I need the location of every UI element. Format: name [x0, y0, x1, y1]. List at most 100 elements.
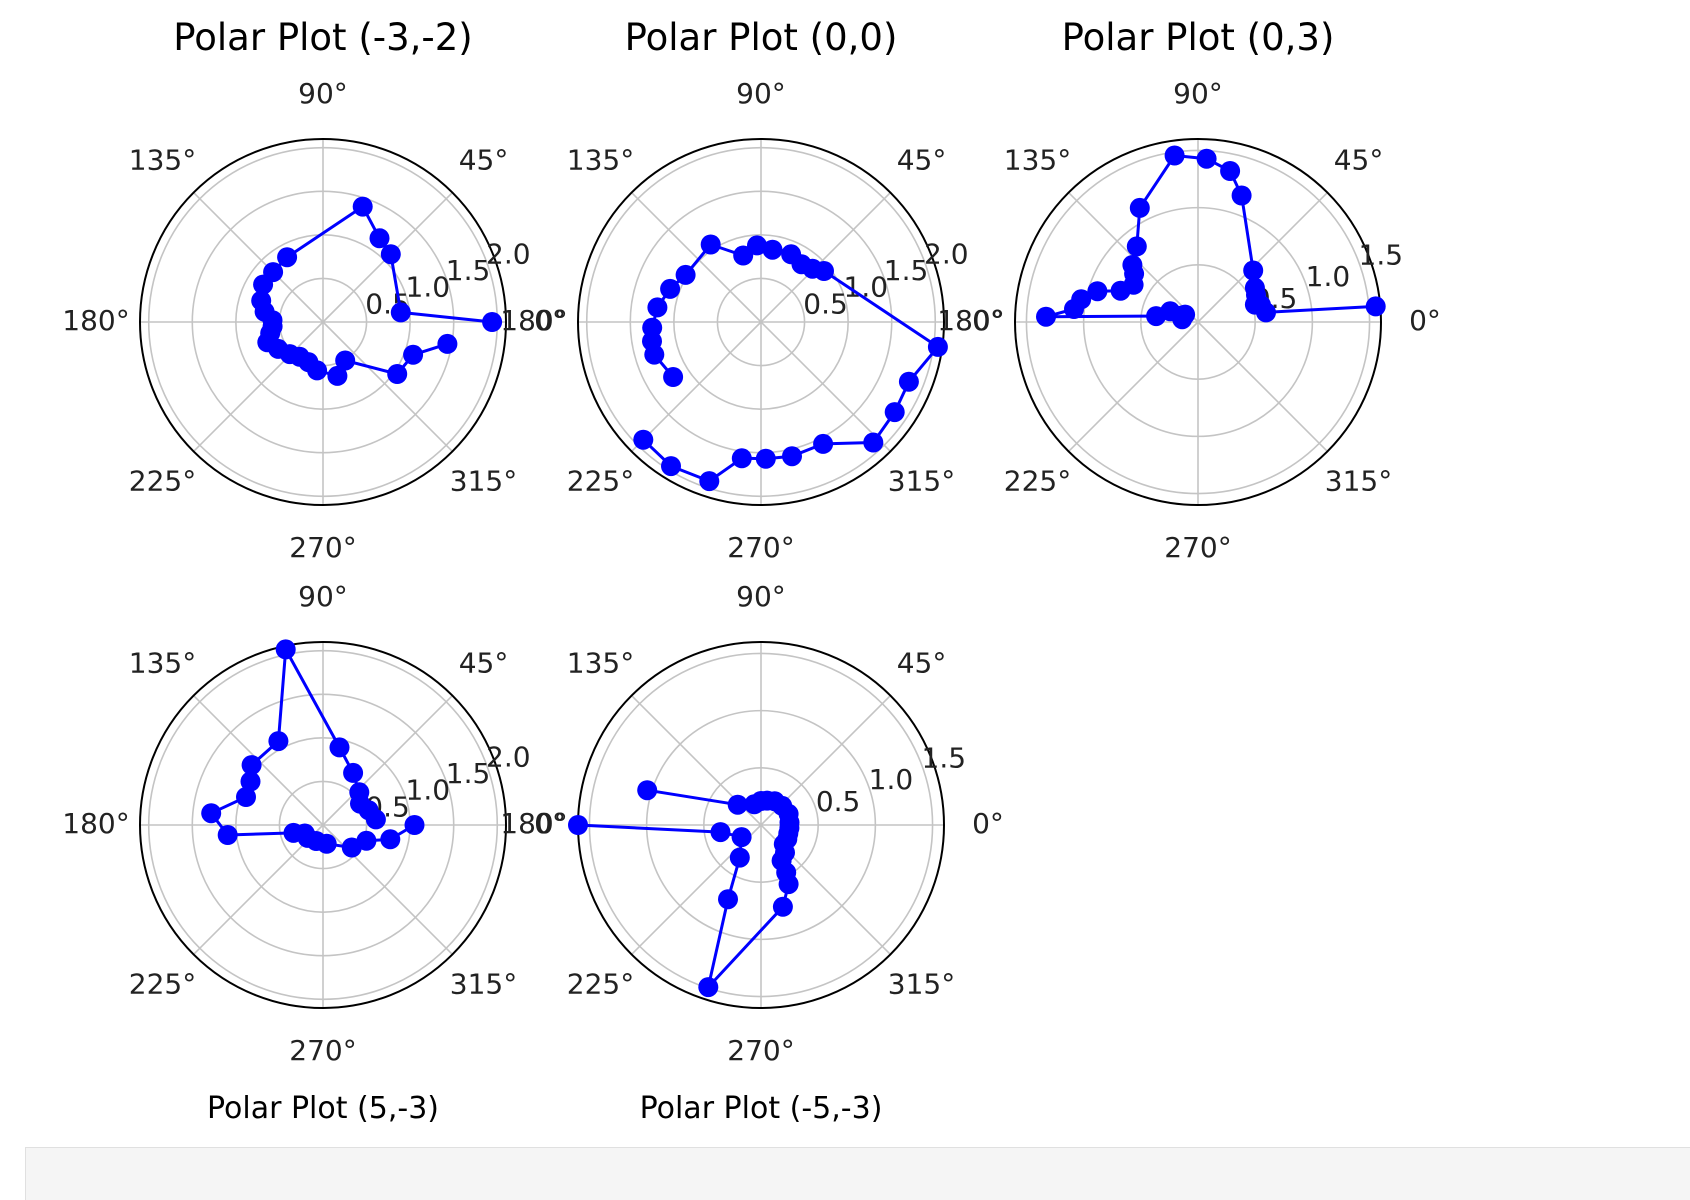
- angle-tick-label: 0°: [1409, 304, 1441, 337]
- radial-tick-label: 1.5: [1359, 238, 1404, 271]
- data-point: [253, 274, 274, 295]
- angle-tick-label: 180°: [500, 304, 567, 337]
- data-point: [647, 297, 668, 318]
- radial-gridline: [1082, 206, 1314, 438]
- radial-gridline: [191, 693, 455, 957]
- angle-tick-label: 225°: [567, 968, 634, 1001]
- angle-tick-label: 225°: [129, 465, 196, 498]
- data-point: [755, 448, 776, 469]
- polar-spine: [139, 138, 507, 506]
- angular-gridline: [322, 321, 453, 452]
- data-point: [698, 977, 719, 998]
- data-point: [1244, 277, 1265, 298]
- angle-tick-label: 45°: [459, 646, 509, 679]
- data-point: [277, 247, 298, 268]
- angular-gridline: [322, 695, 453, 826]
- data-point: [380, 829, 401, 850]
- data-point: [1196, 148, 1217, 169]
- chart-title: Polar Plot (-5,-3): [640, 1091, 883, 1126]
- angular-gridline: [193, 192, 324, 323]
- angle-tick-label: 180°: [62, 304, 129, 337]
- data-point: [240, 771, 261, 792]
- data-point: [744, 794, 765, 815]
- angle-tick-label: 270°: [727, 1034, 794, 1067]
- angle-tick-label: 225°: [129, 968, 196, 1001]
- data-point: [482, 312, 503, 332]
- angle-tick-label: 270°: [727, 531, 794, 564]
- data-point: [1129, 197, 1150, 218]
- data-point: [568, 815, 588, 835]
- data-point: [762, 239, 783, 260]
- data-point: [731, 827, 752, 848]
- data-point: [1220, 161, 1241, 181]
- data-point: [1036, 306, 1056, 327]
- radial-tick-label: 1.0: [869, 763, 914, 796]
- data-point: [700, 234, 721, 255]
- angle-tick-label: 0°: [972, 807, 1004, 840]
- radial-tick-label: 1.0: [1306, 260, 1351, 293]
- data-point: [307, 360, 328, 381]
- polar-figure: 0°45°90°135°180°225°270°315°0.51.01.52.0…: [62, 16, 1441, 1126]
- radial-tick-label: 2.0: [924, 237, 969, 270]
- angular-gridline: [193, 321, 324, 452]
- data-point: [380, 244, 401, 265]
- chart-title: Polar Plot (0,3): [1062, 16, 1335, 59]
- angle-tick-label: 90°: [736, 580, 786, 613]
- data-point: [1064, 299, 1084, 319]
- data-point: [927, 336, 948, 357]
- polar-chart-4: 0°45°90°135°180°225°270°315°0.51.01.52.0…: [62, 580, 566, 1126]
- data-point: [327, 365, 348, 386]
- angle-tick-label: 90°: [736, 77, 786, 110]
- radial-gridline: [716, 277, 806, 367]
- radial-tick-label: 2.0: [486, 237, 531, 270]
- angle-tick-label: 180°: [500, 807, 567, 840]
- data-point: [663, 367, 684, 387]
- polar-chart-3: 0°45°90°135°180°225°270°315°0.51.01.5Pol…: [937, 16, 1441, 564]
- chart-title: Polar Plot (5,-3): [207, 1091, 439, 1126]
- angle-tick-label: 90°: [1173, 77, 1223, 110]
- data-point: [644, 344, 665, 365]
- data-point: [1231, 185, 1252, 206]
- data-point: [782, 446, 802, 467]
- data-point: [335, 350, 356, 371]
- angle-tick-label: 270°: [289, 1034, 356, 1067]
- data-point: [329, 737, 350, 758]
- polar-chart-2: 0°45°90°135°180°225°270°315°0.51.01.52.0…: [500, 16, 1004, 564]
- angle-tick-label: 135°: [567, 143, 634, 176]
- data-point: [747, 235, 767, 256]
- data-point: [710, 822, 731, 843]
- data-point: [699, 471, 720, 492]
- polar-spine: [1014, 138, 1382, 506]
- radial-gridline: [1025, 149, 1371, 495]
- data-point: [352, 196, 373, 217]
- data-point: [343, 762, 364, 783]
- data-point: [884, 402, 905, 423]
- angle-tick-label: 225°: [1004, 465, 1071, 498]
- data-point: [772, 896, 793, 917]
- polar-spine: [577, 138, 945, 506]
- data-point: [201, 803, 222, 824]
- polar-spine: [139, 641, 507, 1009]
- data-point: [661, 456, 681, 477]
- data-point: [898, 371, 919, 392]
- angular-gridline: [631, 321, 762, 452]
- angle-tick-label: 315°: [450, 465, 517, 498]
- data-point: [236, 787, 256, 807]
- data-point: [733, 245, 754, 266]
- data-point: [404, 815, 425, 835]
- data-point: [268, 731, 289, 752]
- data-point: [1164, 145, 1185, 166]
- radial-gridline: [278, 780, 368, 870]
- angle-tick-label: 0°: [534, 807, 566, 840]
- angle-tick-label: 90°: [298, 580, 348, 613]
- radial-tick-label: 1.5: [922, 741, 967, 774]
- data-point: [390, 302, 411, 323]
- angle-tick-label: 225°: [567, 465, 634, 498]
- data-point: [729, 847, 750, 868]
- radial-gridline: [191, 190, 455, 454]
- angle-tick-label: 180°: [62, 807, 129, 840]
- data-point: [731, 448, 752, 469]
- data-point: [1087, 281, 1108, 302]
- angle-tick-label: 0°: [972, 304, 1004, 337]
- angle-tick-label: 315°: [1325, 465, 1392, 498]
